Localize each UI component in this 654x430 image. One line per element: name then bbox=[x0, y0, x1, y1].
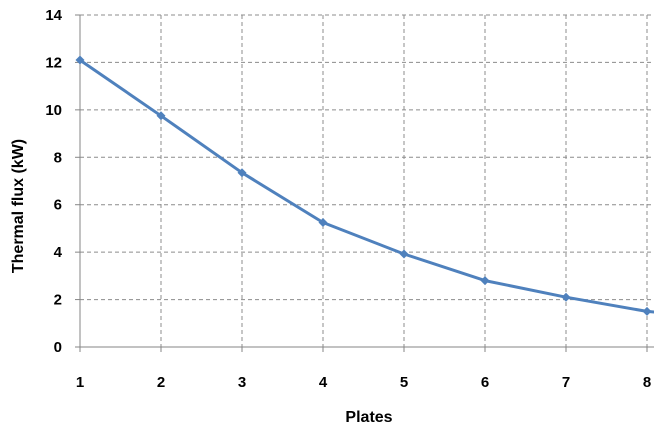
data-point-marker bbox=[642, 306, 652, 316]
x-tick-label: 3 bbox=[238, 374, 246, 391]
x-tick-label: 5 bbox=[400, 374, 408, 391]
data-point-marker bbox=[237, 168, 247, 178]
data-point-marker bbox=[318, 218, 328, 227]
data-point-marker bbox=[480, 276, 490, 286]
y-tick-label: 10 bbox=[45, 102, 62, 119]
x-tick-label: 6 bbox=[481, 374, 489, 391]
grid bbox=[80, 14, 654, 347]
y-tick-label: 2 bbox=[54, 292, 62, 309]
x-tick-labels: 123456789 bbox=[76, 374, 651, 391]
y-tick-label: 12 bbox=[45, 54, 62, 71]
y-tick-label: 4 bbox=[54, 244, 63, 261]
series-layer bbox=[75, 55, 654, 316]
y-tick-label: 8 bbox=[54, 149, 62, 166]
x-tick-label: 7 bbox=[562, 374, 570, 391]
y-axis-title: Thermal flux (kW) bbox=[10, 139, 27, 273]
data-point-marker bbox=[561, 292, 571, 302]
data-point-marker bbox=[399, 249, 409, 259]
axes bbox=[75, 14, 654, 352]
data-point-marker bbox=[75, 55, 85, 65]
y-tick-label: 0 bbox=[54, 339, 62, 356]
x-tick-label: 1 bbox=[76, 374, 84, 391]
series-line bbox=[79, 58, 654, 314]
data-point-marker bbox=[156, 111, 166, 121]
x-axis-title: Plates bbox=[345, 409, 392, 426]
y-tick-labels: 0 2 4 6 8 10 12 14 bbox=[45, 7, 62, 356]
x-tick-label: 2 bbox=[157, 374, 165, 391]
x-tick-label: 4 bbox=[319, 374, 328, 391]
x-tick-label: 8 bbox=[643, 374, 651, 391]
y-tick-label: 14 bbox=[45, 7, 62, 24]
y-tick-label: 6 bbox=[54, 197, 62, 214]
